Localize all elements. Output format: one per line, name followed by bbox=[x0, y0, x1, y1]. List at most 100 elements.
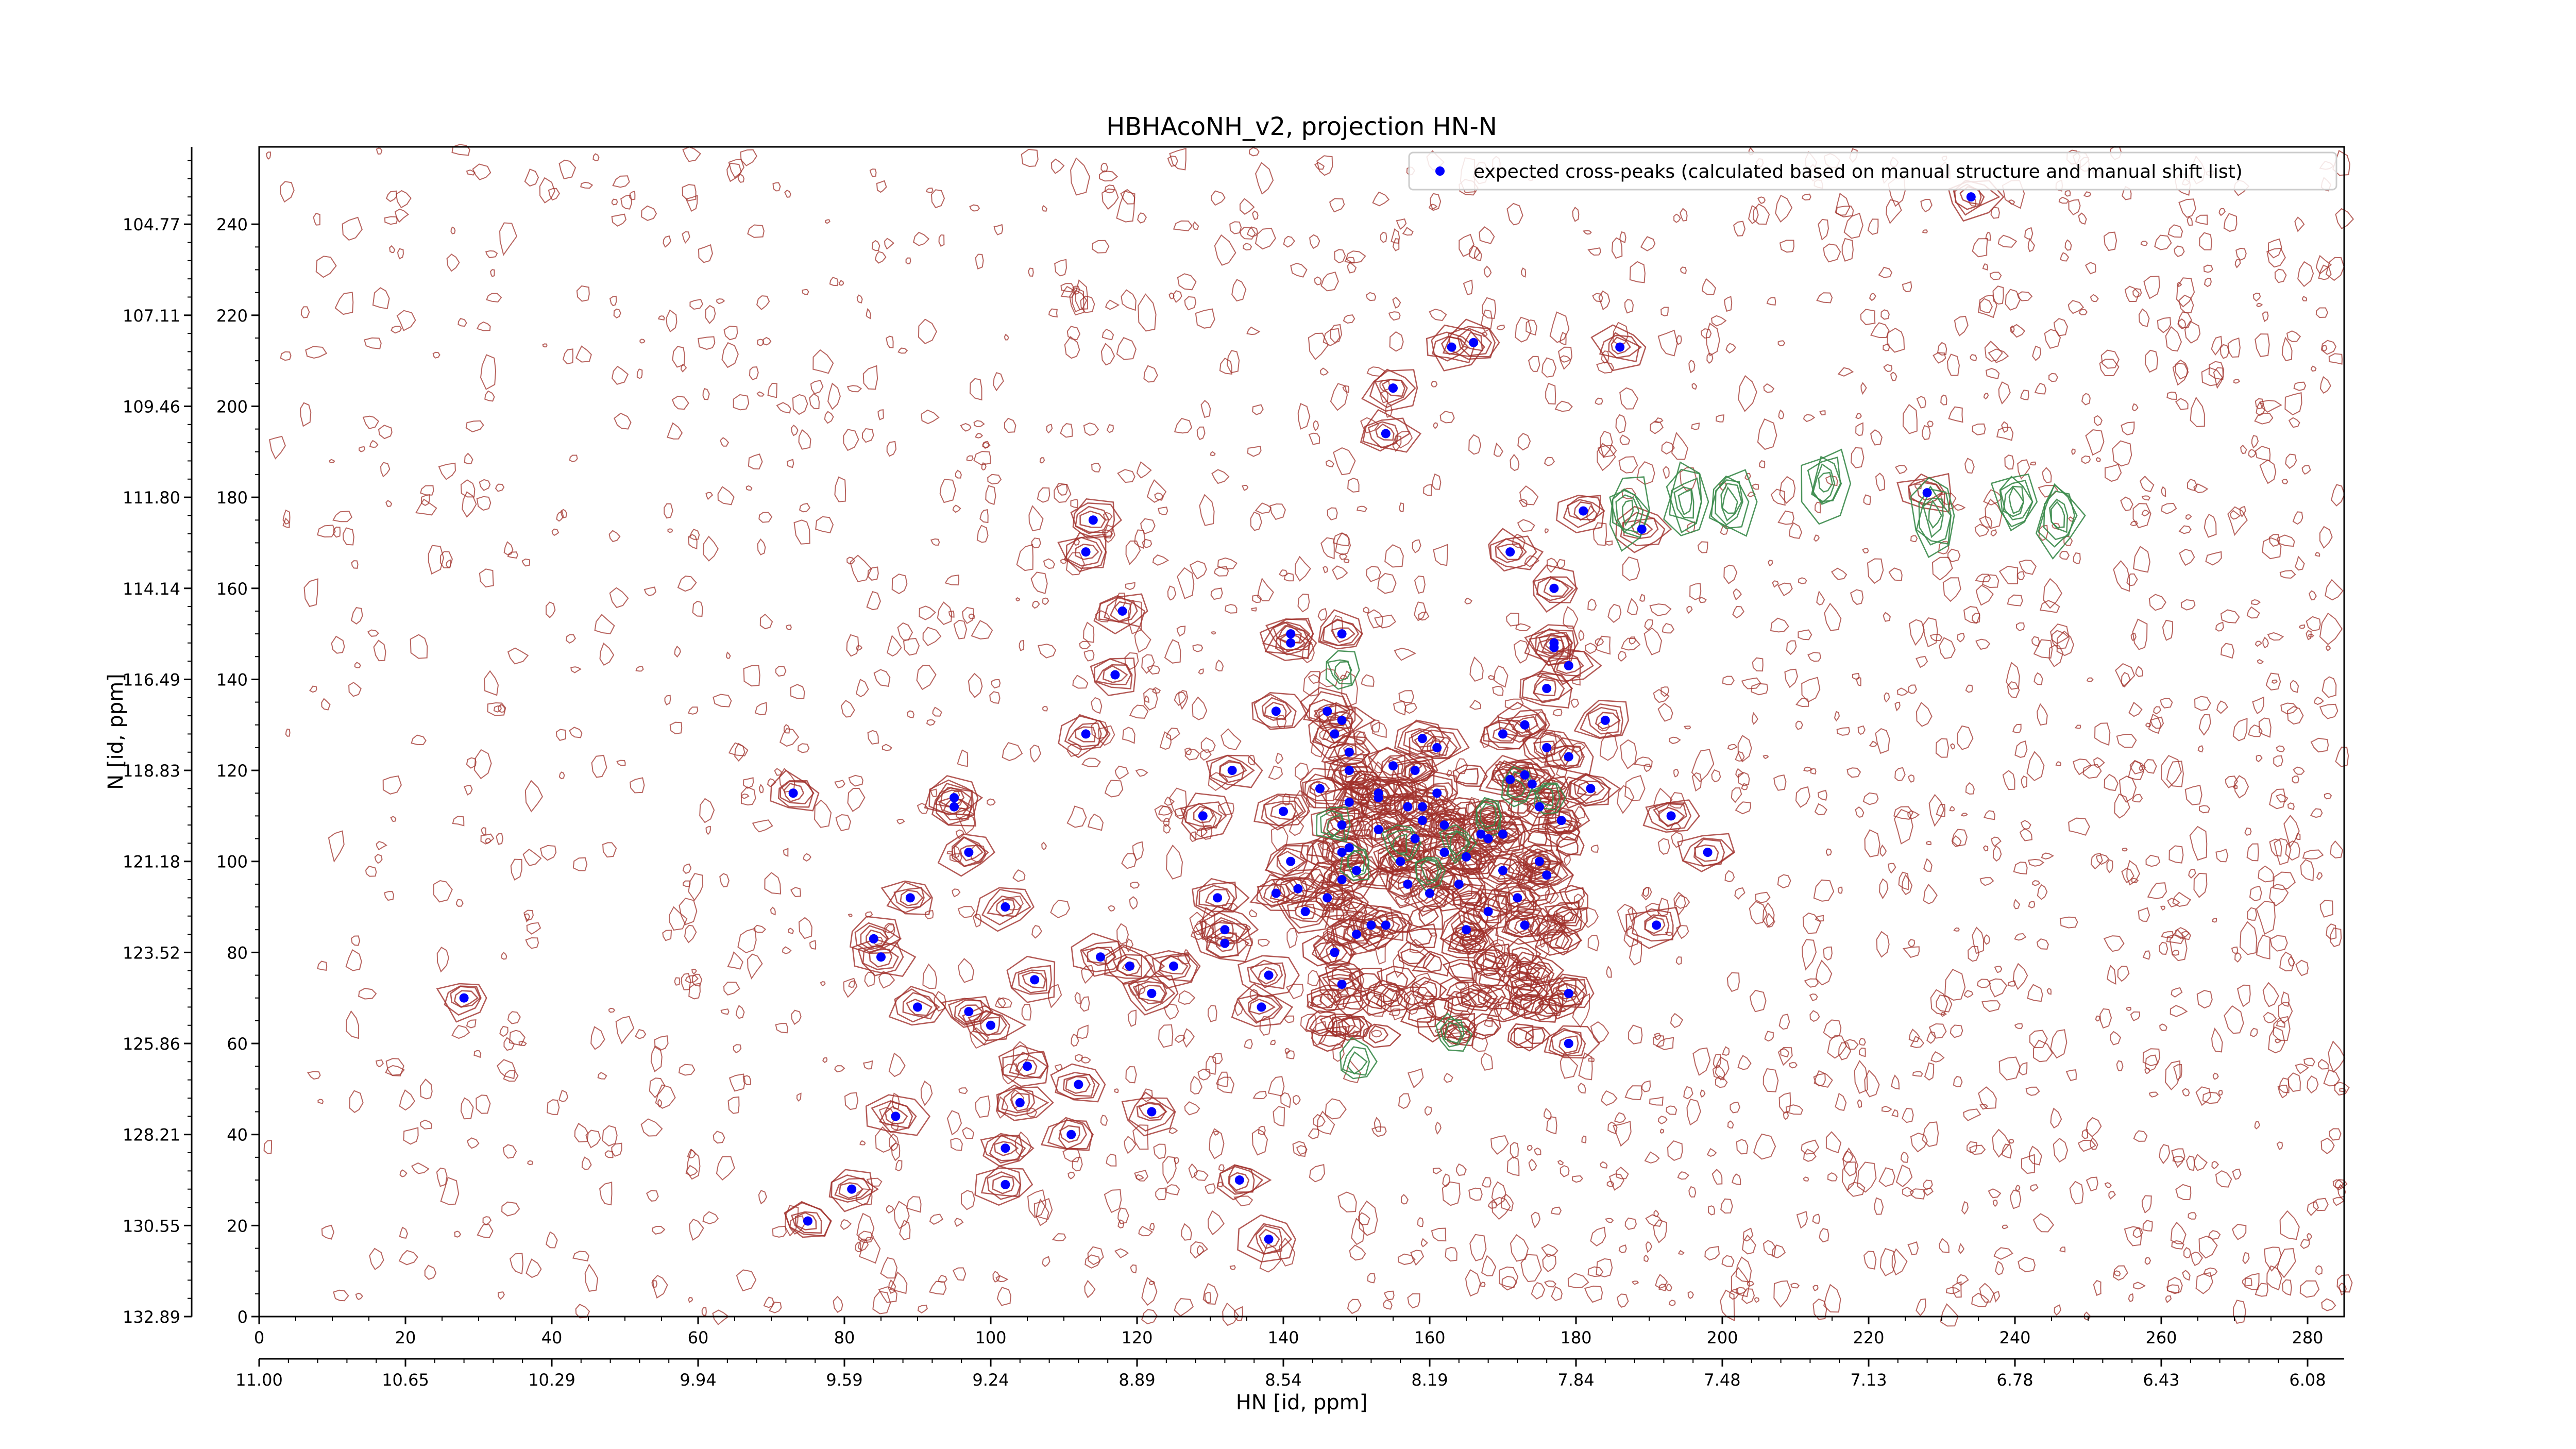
contour-line bbox=[2234, 259, 2241, 268]
contour-line bbox=[1319, 367, 1329, 376]
contour-line bbox=[1256, 878, 1305, 912]
contour-line bbox=[1522, 730, 1569, 763]
contour-line bbox=[342, 527, 354, 546]
contour-line bbox=[1893, 808, 1913, 845]
contour-line bbox=[591, 754, 607, 778]
contour-line bbox=[1587, 598, 1597, 611]
contour-line bbox=[968, 613, 975, 620]
contour-line bbox=[756, 295, 770, 310]
contour-line bbox=[1330, 925, 1356, 946]
cross-peak-point bbox=[1403, 802, 1413, 812]
contour-line bbox=[1218, 1164, 1225, 1172]
contour-line bbox=[1956, 633, 1965, 643]
contour-line bbox=[669, 721, 683, 734]
contour-line bbox=[1901, 874, 1913, 896]
contour-line bbox=[385, 1058, 404, 1076]
contour-line bbox=[1731, 1267, 1750, 1298]
contour-line bbox=[1571, 676, 1581, 686]
contour-line bbox=[1248, 754, 1256, 766]
contour-line bbox=[917, 802, 929, 814]
contour-line bbox=[1500, 1193, 1514, 1211]
contour-line bbox=[546, 601, 556, 618]
contour-line bbox=[1072, 675, 1089, 689]
cross-peak-point bbox=[1074, 1080, 1083, 1089]
contour-line bbox=[2302, 849, 2324, 860]
contour-line bbox=[728, 1073, 746, 1092]
contour-line bbox=[2026, 751, 2045, 781]
contour-line bbox=[307, 1071, 321, 1080]
contour-line bbox=[897, 622, 913, 641]
contour-line bbox=[1930, 1051, 1945, 1063]
contour-line bbox=[1788, 522, 1803, 539]
cross-peak-point bbox=[1257, 1002, 1266, 1012]
contour-line bbox=[886, 881, 932, 914]
contour-line bbox=[2014, 1023, 2023, 1029]
contour-line bbox=[1104, 524, 1115, 543]
contour-line bbox=[1269, 503, 1286, 520]
contour-line bbox=[465, 420, 484, 433]
contour-line bbox=[1582, 230, 1592, 235]
contour-line bbox=[1727, 1120, 1734, 1129]
contour-line bbox=[1347, 262, 1357, 274]
contour-line bbox=[1165, 728, 1180, 741]
contour-line bbox=[1796, 1210, 1808, 1229]
contour-line bbox=[772, 182, 781, 192]
contour-line bbox=[1189, 831, 1197, 843]
contour-line bbox=[321, 698, 331, 711]
contour-line bbox=[548, 188, 560, 201]
contour-line bbox=[1691, 423, 1700, 430]
contour-line bbox=[1342, 861, 1379, 885]
contour-line bbox=[866, 591, 881, 611]
contour-line bbox=[2180, 599, 2196, 611]
contour-line bbox=[2113, 560, 2130, 592]
contour-line bbox=[1462, 817, 1518, 858]
contour-line bbox=[1963, 606, 1980, 624]
contour-line bbox=[1999, 479, 2033, 520]
contour-line bbox=[2079, 309, 2088, 316]
contour-line bbox=[1751, 712, 1758, 725]
contour-line bbox=[1137, 212, 1147, 224]
contour-line bbox=[574, 1122, 589, 1143]
contour-line bbox=[1374, 1117, 1381, 1132]
contour-line bbox=[1021, 148, 1039, 167]
contour-line bbox=[1533, 679, 1556, 697]
cross-peak-point bbox=[1520, 720, 1530, 730]
cross-peak-point bbox=[1535, 856, 1544, 866]
contour-line bbox=[1117, 1219, 1125, 1228]
contour-line bbox=[1812, 1298, 1827, 1320]
contour-line bbox=[1819, 1228, 1829, 1243]
contour-line bbox=[814, 799, 832, 828]
contour-line bbox=[1208, 772, 1229, 791]
contour-line bbox=[717, 486, 735, 506]
contour-line bbox=[1599, 334, 1640, 363]
contour-line bbox=[2194, 696, 2211, 711]
cross-peak-point bbox=[847, 1184, 857, 1194]
contour-line bbox=[499, 222, 518, 256]
contour-line bbox=[1475, 848, 1532, 885]
contour-line bbox=[1408, 770, 1458, 818]
contour-line bbox=[1928, 499, 1942, 529]
contour-line bbox=[1128, 600, 1142, 635]
contour-line bbox=[723, 325, 738, 341]
contour-line bbox=[2165, 1060, 2181, 1091]
contour-line bbox=[1975, 574, 1991, 583]
contour-line bbox=[1935, 738, 1950, 758]
contour-line bbox=[713, 1131, 725, 1144]
contour-line bbox=[599, 642, 615, 666]
contour-line bbox=[476, 1094, 491, 1114]
cross-peak-point bbox=[1922, 488, 1932, 498]
contour-line bbox=[1309, 234, 1320, 249]
contour-line bbox=[1125, 1066, 1137, 1084]
contour-line bbox=[1801, 939, 1817, 971]
cross-peak-point bbox=[1117, 606, 1127, 616]
contour-line bbox=[791, 425, 799, 436]
contour-line bbox=[1867, 218, 1879, 235]
contour-line bbox=[1169, 147, 1187, 171]
contour-line bbox=[419, 1079, 433, 1100]
x-ppm-tick-label: 10.65 bbox=[382, 1370, 429, 1390]
contour-line bbox=[952, 888, 961, 898]
contour-line bbox=[678, 1064, 696, 1076]
contour-line bbox=[1155, 1187, 1167, 1201]
contour-line bbox=[1963, 990, 1974, 998]
contour-line bbox=[2279, 570, 2296, 579]
